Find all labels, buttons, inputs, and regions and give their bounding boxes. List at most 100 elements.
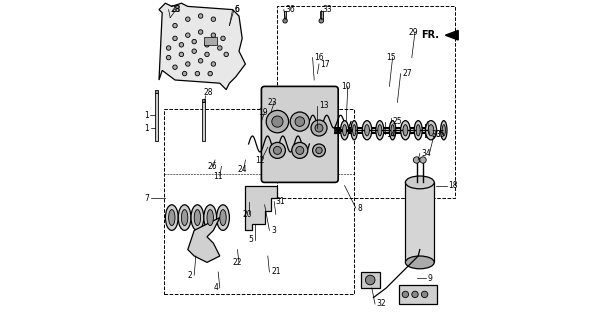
Circle shape bbox=[218, 46, 222, 50]
Text: FR.: FR. bbox=[421, 30, 439, 40]
Ellipse shape bbox=[365, 125, 370, 136]
Text: 2: 2 bbox=[188, 271, 193, 280]
Text: 19: 19 bbox=[258, 108, 268, 116]
Ellipse shape bbox=[376, 121, 384, 140]
Circle shape bbox=[420, 157, 426, 163]
Circle shape bbox=[173, 36, 177, 41]
Text: 20: 20 bbox=[242, 210, 252, 219]
Text: 6: 6 bbox=[234, 5, 239, 14]
Circle shape bbox=[185, 62, 190, 66]
Circle shape bbox=[283, 19, 287, 23]
Text: 14: 14 bbox=[386, 130, 396, 139]
Circle shape bbox=[185, 17, 190, 21]
Bar bbox=[204, 37, 216, 45]
Circle shape bbox=[198, 30, 203, 34]
Circle shape bbox=[365, 275, 375, 285]
Circle shape bbox=[173, 65, 177, 69]
Bar bbox=[202, 99, 205, 102]
Ellipse shape bbox=[428, 125, 434, 136]
Circle shape bbox=[224, 52, 228, 57]
Text: 10: 10 bbox=[341, 82, 351, 91]
Circle shape bbox=[311, 120, 327, 136]
Circle shape bbox=[421, 291, 428, 298]
Ellipse shape bbox=[405, 256, 435, 269]
Bar bbox=[320, 11, 322, 19]
Text: 33: 33 bbox=[322, 5, 332, 14]
Bar bbox=[155, 90, 158, 93]
Ellipse shape bbox=[207, 210, 213, 226]
Ellipse shape bbox=[401, 121, 410, 140]
Ellipse shape bbox=[351, 121, 358, 140]
Text: 13: 13 bbox=[319, 101, 328, 110]
Text: 16: 16 bbox=[314, 53, 324, 62]
Polygon shape bbox=[159, 3, 245, 90]
Circle shape bbox=[292, 142, 308, 158]
Circle shape bbox=[182, 71, 187, 76]
Circle shape bbox=[195, 71, 199, 76]
Circle shape bbox=[179, 43, 184, 47]
Text: 34: 34 bbox=[421, 149, 431, 158]
Circle shape bbox=[402, 291, 408, 298]
Ellipse shape bbox=[441, 121, 447, 140]
Text: 18: 18 bbox=[448, 181, 458, 190]
Ellipse shape bbox=[414, 121, 422, 140]
Circle shape bbox=[413, 157, 420, 163]
Text: 27: 27 bbox=[402, 69, 412, 78]
Circle shape bbox=[313, 144, 325, 157]
Text: 4: 4 bbox=[213, 284, 218, 292]
Polygon shape bbox=[445, 30, 458, 40]
Text: 24: 24 bbox=[238, 165, 247, 174]
Ellipse shape bbox=[220, 210, 226, 226]
Text: 21: 21 bbox=[271, 268, 281, 276]
Circle shape bbox=[185, 33, 190, 37]
Circle shape bbox=[198, 59, 203, 63]
Text: 11: 11 bbox=[213, 172, 223, 180]
Bar bbox=[284, 11, 287, 19]
Text: 1: 1 bbox=[145, 111, 149, 120]
Bar bbox=[202, 102, 205, 141]
Text: 15: 15 bbox=[386, 53, 396, 62]
Ellipse shape bbox=[405, 176, 435, 189]
Text: 29: 29 bbox=[408, 28, 418, 36]
Text: 5: 5 bbox=[248, 236, 253, 244]
Circle shape bbox=[205, 52, 209, 57]
Ellipse shape bbox=[362, 121, 372, 140]
Ellipse shape bbox=[168, 210, 175, 226]
Ellipse shape bbox=[165, 205, 178, 230]
Text: 28: 28 bbox=[170, 5, 180, 14]
Text: 26: 26 bbox=[207, 162, 216, 171]
Bar bbox=[361, 272, 380, 288]
Bar bbox=[399, 285, 438, 304]
Ellipse shape bbox=[403, 125, 408, 136]
Circle shape bbox=[192, 49, 196, 53]
Text: 36: 36 bbox=[285, 5, 295, 14]
Ellipse shape bbox=[353, 125, 356, 136]
Ellipse shape bbox=[181, 210, 188, 226]
Circle shape bbox=[211, 62, 216, 66]
Bar bbox=[425, 124, 431, 137]
Ellipse shape bbox=[191, 205, 204, 230]
Circle shape bbox=[270, 142, 285, 158]
Circle shape bbox=[412, 291, 418, 298]
Ellipse shape bbox=[378, 125, 382, 136]
Text: 30: 30 bbox=[431, 130, 441, 139]
Text: 6: 6 bbox=[234, 5, 239, 14]
Circle shape bbox=[198, 14, 203, 18]
Circle shape bbox=[179, 52, 184, 57]
Bar bbox=[164, 109, 354, 294]
Text: 12: 12 bbox=[255, 156, 264, 164]
Circle shape bbox=[167, 46, 171, 50]
Text: 32: 32 bbox=[376, 300, 386, 308]
Ellipse shape bbox=[194, 210, 201, 226]
Circle shape bbox=[208, 71, 213, 76]
Text: 9: 9 bbox=[428, 274, 433, 283]
Ellipse shape bbox=[425, 121, 436, 140]
Text: 28: 28 bbox=[204, 88, 213, 97]
Ellipse shape bbox=[341, 121, 348, 140]
Circle shape bbox=[266, 110, 288, 133]
Bar bbox=[278, 6, 455, 198]
Text: 7: 7 bbox=[145, 194, 150, 203]
Circle shape bbox=[211, 33, 216, 37]
Bar bbox=[155, 93, 158, 141]
Ellipse shape bbox=[416, 125, 420, 136]
